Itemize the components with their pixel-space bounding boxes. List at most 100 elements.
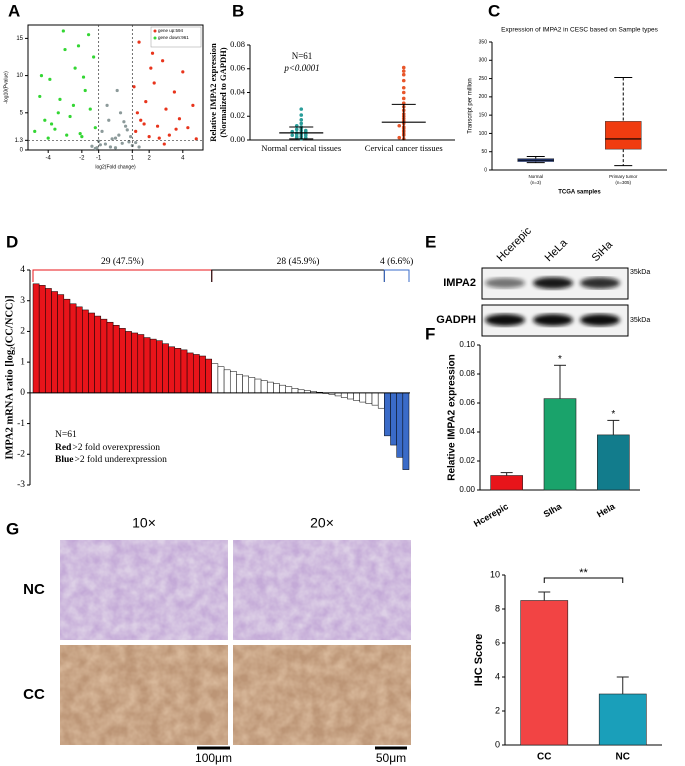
x-tick-note: (n=305)	[615, 180, 631, 185]
micrograph	[60, 540, 228, 640]
x-tick-label: NC	[616, 752, 630, 763]
point	[125, 128, 129, 132]
point	[118, 111, 123, 115]
bar	[365, 392, 373, 404]
bar	[340, 392, 348, 398]
group-label: 4 (6.6%)	[380, 256, 413, 267]
point	[110, 137, 114, 141]
point	[88, 107, 92, 111]
x-tick-label: CC	[537, 752, 551, 763]
legend-key: Red	[55, 443, 72, 453]
point	[397, 123, 402, 128]
y-axis-label: Relative IMPA2 expression	[447, 354, 458, 481]
y-tick-label: 2	[20, 327, 25, 337]
panel-letter: G	[6, 519, 19, 538]
point	[81, 75, 86, 79]
y-tick-label: 0.04	[230, 86, 246, 96]
y-tick-label: 8	[495, 603, 500, 613]
row-label: IMPA2	[443, 277, 476, 289]
blot-band	[533, 277, 573, 289]
scale-label: 50μm	[376, 751, 406, 765]
point	[401, 72, 406, 77]
point	[98, 143, 102, 147]
point	[142, 122, 146, 126]
bar	[229, 371, 237, 394]
blot-band	[580, 314, 620, 326]
point	[157, 136, 161, 140]
y-tick-label: -3	[17, 480, 25, 490]
bar	[38, 285, 46, 394]
point	[107, 118, 111, 122]
panel-letter: C	[488, 1, 500, 20]
point	[113, 136, 118, 140]
point	[58, 97, 62, 102]
point	[39, 73, 44, 78]
point	[401, 90, 406, 95]
point	[162, 142, 166, 146]
point	[161, 59, 165, 63]
micrograph	[233, 540, 411, 640]
point	[299, 121, 304, 126]
point	[147, 135, 151, 139]
panel-letter: B	[232, 1, 244, 20]
point	[38, 94, 42, 99]
point	[132, 85, 136, 89]
bar	[94, 315, 102, 394]
point	[294, 127, 299, 132]
bar	[186, 352, 194, 394]
y-tick-label: 300	[479, 58, 488, 64]
bar	[106, 321, 114, 394]
bar	[69, 303, 77, 394]
box	[605, 121, 642, 150]
point	[83, 88, 87, 93]
bar	[168, 346, 176, 394]
bar	[193, 354, 200, 394]
bar	[598, 693, 647, 746]
point	[139, 118, 143, 122]
point	[401, 65, 406, 70]
point	[401, 69, 406, 73]
point	[129, 135, 133, 139]
micrograph	[60, 645, 228, 745]
annotation: N=61	[292, 51, 313, 61]
size-label: 35kDa	[630, 269, 650, 276]
panel-letter: D	[6, 232, 18, 251]
y-tick-label: 50	[481, 149, 487, 155]
significance: *	[611, 409, 615, 420]
y-tick-label: 10	[490, 569, 500, 579]
y-tick-label: 3	[20, 296, 25, 306]
point	[150, 51, 155, 55]
point	[76, 44, 81, 48]
bar	[143, 337, 151, 394]
bar	[180, 349, 188, 394]
y-tick-label: 200	[479, 94, 488, 100]
legend-text: N=61	[55, 430, 77, 440]
bar	[45, 288, 52, 394]
panel-letter: F	[425, 324, 435, 343]
annotation: p<0.0001	[283, 63, 319, 73]
blot-band	[485, 314, 525, 326]
point	[78, 132, 82, 136]
bar	[520, 600, 569, 746]
y-tick-label: 0.04	[459, 427, 475, 436]
point	[299, 118, 304, 122]
y-tick-label: 15	[16, 36, 23, 42]
point	[117, 133, 121, 137]
point	[49, 122, 54, 126]
point	[303, 128, 308, 133]
bar	[100, 318, 108, 394]
point	[73, 66, 77, 70]
bar	[82, 309, 89, 394]
bar	[162, 343, 169, 394]
y-tick-label: -1	[17, 419, 25, 429]
y-axis-label: (Normalized to GAPDH)	[218, 47, 228, 137]
point	[181, 70, 185, 74]
size-label: 35kDa	[630, 317, 650, 324]
y-tick-label: 6	[495, 637, 500, 647]
legend-key: Blue	[55, 455, 73, 465]
bar	[236, 374, 243, 394]
point	[191, 103, 195, 107]
group-bracket	[383, 269, 410, 282]
significance: *	[558, 354, 562, 365]
legend-label: gene up:594	[158, 28, 184, 33]
